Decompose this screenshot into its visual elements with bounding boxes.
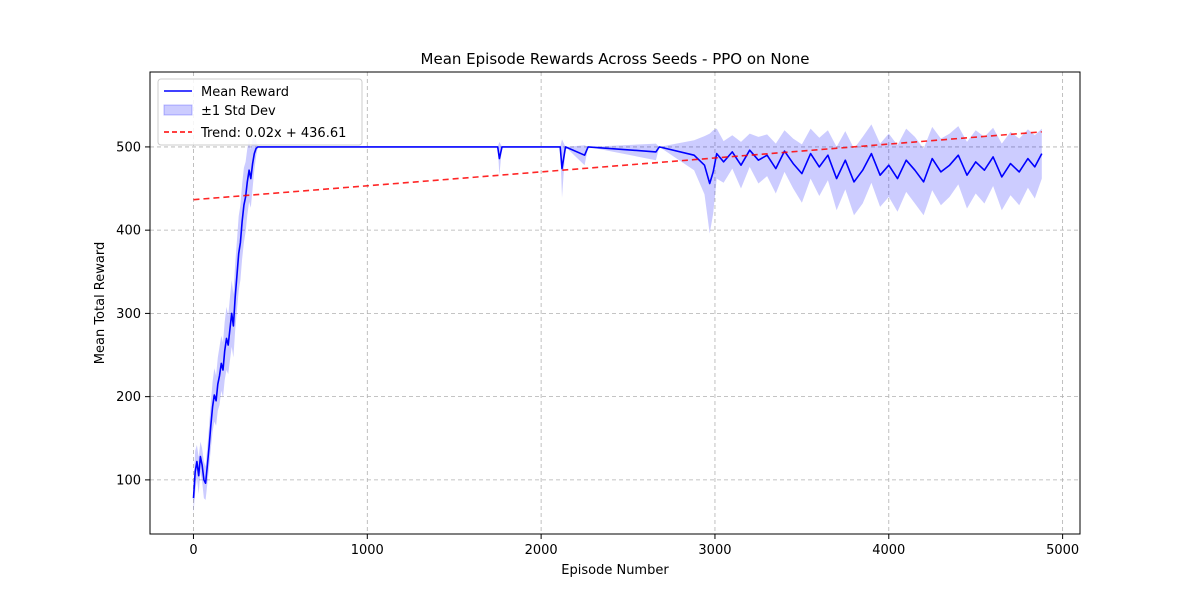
x-tick-label: 0 [189,543,197,558]
x-axis-label: Episode Number [561,563,669,578]
legend-std-swatch [163,104,193,116]
x-axis: 0 1000 2000 3000 4000 5000 [189,534,1079,558]
std-band-layer [193,124,1042,514]
y-tick-label: 100 [116,473,141,488]
legend: Mean Reward ±1 Std Dev Trend: 0.02x + 43… [157,78,363,146]
y-tick-label: 200 [116,390,141,405]
y-tick-label: 500 [116,140,141,155]
trend-line [193,131,1042,201]
x-tick-label: 1000 [351,543,384,558]
x-tick-label: 4000 [872,543,905,558]
legend-std-label: ±1 Std Dev [201,104,276,119]
y-tick-label: 400 [116,224,141,239]
plot-area: 0 1000 2000 3000 4000 5000 100 200 300 400 500 [116,71,1081,558]
std-band [193,124,1042,514]
plot-frame [149,71,1081,535]
mean-reward-line [192,146,1043,499]
trend-layer [193,131,1042,201]
legend-mean-label: Mean Reward [201,85,289,100]
legend-box [157,78,363,146]
x-tick-label: 5000 [1046,543,1079,558]
y-axis: 100 200 300 400 500 [116,140,150,488]
x-tick-label: 2000 [525,543,558,558]
legend-trend-label: Trend: 0.02x + 436.61 [200,126,346,141]
y-axis-label: Mean Total Reward [93,242,108,364]
mean-line-layer [192,146,1043,499]
chart-title: Mean Episode Rewards Across Seeds - PPO … [421,50,810,68]
x-tick-label: 3000 [698,543,731,558]
y-tick-label: 300 [116,307,141,322]
